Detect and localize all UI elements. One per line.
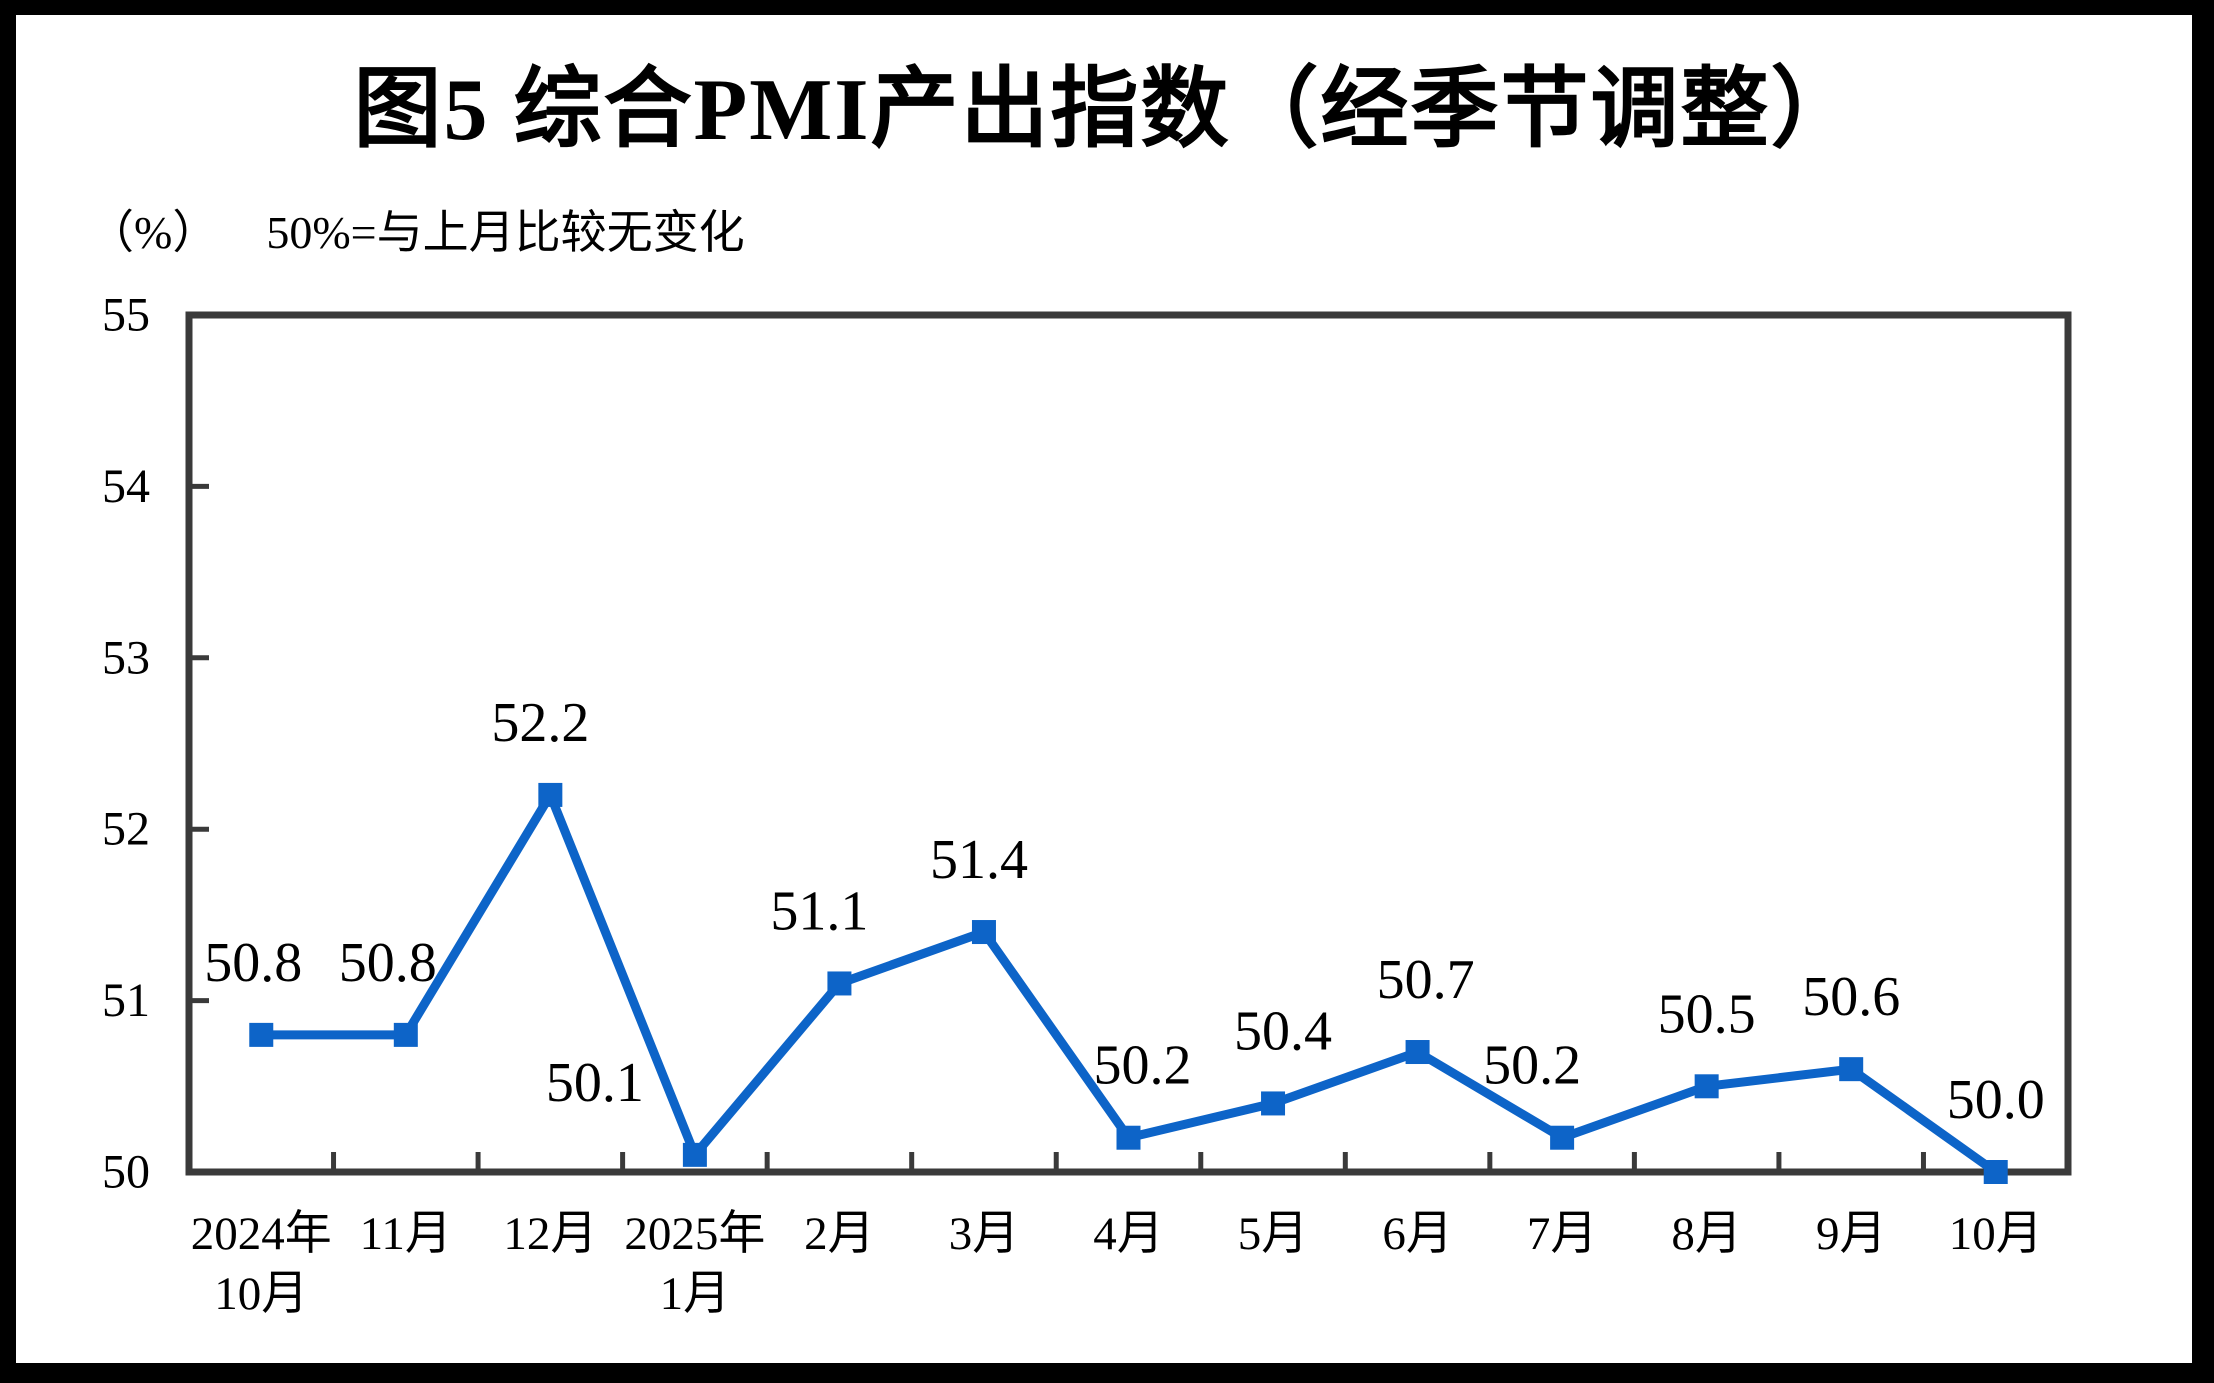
y-axis-tick-label: 51 <box>102 974 150 1027</box>
y-axis-tick-label: 53 <box>102 631 150 684</box>
data-point-label: 50.1 <box>546 1052 644 1114</box>
data-point-marker <box>971 920 996 945</box>
x-axis-category-label: 10月 <box>1949 1208 2043 1260</box>
data-point-label: 50.5 <box>1658 983 1756 1045</box>
x-axis-category-label: 2024年 10月 <box>191 1208 332 1320</box>
y-axis-tick-label: 55 <box>102 289 150 342</box>
chart-title: 图5 综合PMI产出指数（经季节调整） <box>353 62 1861 159</box>
y-axis-tick-label: 52 <box>102 803 150 856</box>
data-point-marker <box>827 971 852 996</box>
x-axis-category-label: 2月 <box>804 1208 875 1260</box>
chart-page <box>16 15 2192 1363</box>
data-point-label: 50.7 <box>1377 949 1475 1011</box>
data-point-marker <box>682 1142 707 1167</box>
data-point-label: 50.6 <box>1802 966 1900 1028</box>
x-axis-category-label: 3月 <box>949 1208 1020 1260</box>
data-point-label: 50.2 <box>1094 1035 1192 1097</box>
x-axis-category-label: 6月 <box>1382 1208 1453 1260</box>
plot-border <box>185 311 2072 1176</box>
data-point-marker <box>538 782 563 807</box>
y-axis-unit-label: （%） <box>88 207 219 258</box>
x-axis-category-label: 2025年 1月 <box>624 1208 765 1320</box>
x-axis-category-label: 12月 <box>503 1208 597 1260</box>
x-axis-category-label: 8月 <box>1671 1208 1742 1260</box>
data-point-marker <box>1116 1125 1141 1150</box>
x-axis-category-label: 4月 <box>1093 1208 1164 1260</box>
data-point-marker <box>1839 1057 1864 1082</box>
data-point-marker <box>249 1022 274 1047</box>
data-point-label: 50.2 <box>1483 1035 1581 1097</box>
data-point-marker <box>393 1022 418 1047</box>
data-point-label: 51.4 <box>930 829 1028 891</box>
data-point-label: 50.8 <box>204 932 302 994</box>
y-axis-tick-label: 54 <box>102 460 150 513</box>
data-point-label: 50.8 <box>339 932 437 994</box>
x-axis-category-label: 9月 <box>1816 1208 1887 1260</box>
x-axis-category-label: 11月 <box>360 1208 452 1260</box>
data-point-label: 50.0 <box>1947 1069 2045 1131</box>
data-point-label: 51.1 <box>770 880 868 942</box>
y-axis-tick-label: 50 <box>102 1146 150 1199</box>
data-point-marker <box>1983 1160 2008 1184</box>
reference-note: 50%=与上月比较无变化 <box>266 207 745 258</box>
x-axis-category-label: 7月 <box>1527 1208 1598 1260</box>
x-axis-category-label: 5月 <box>1238 1208 1309 1260</box>
data-point-marker <box>1261 1091 1286 1116</box>
data-point-label: 50.4 <box>1234 1000 1332 1062</box>
data-point-marker <box>1405 1040 1430 1065</box>
data-point-marker <box>1550 1125 1575 1150</box>
data-point-marker <box>1694 1074 1719 1099</box>
data-point-label: 52.2 <box>491 692 589 754</box>
chart-subtitle: （%） 50%=与上月比较无变化 <box>88 196 745 262</box>
